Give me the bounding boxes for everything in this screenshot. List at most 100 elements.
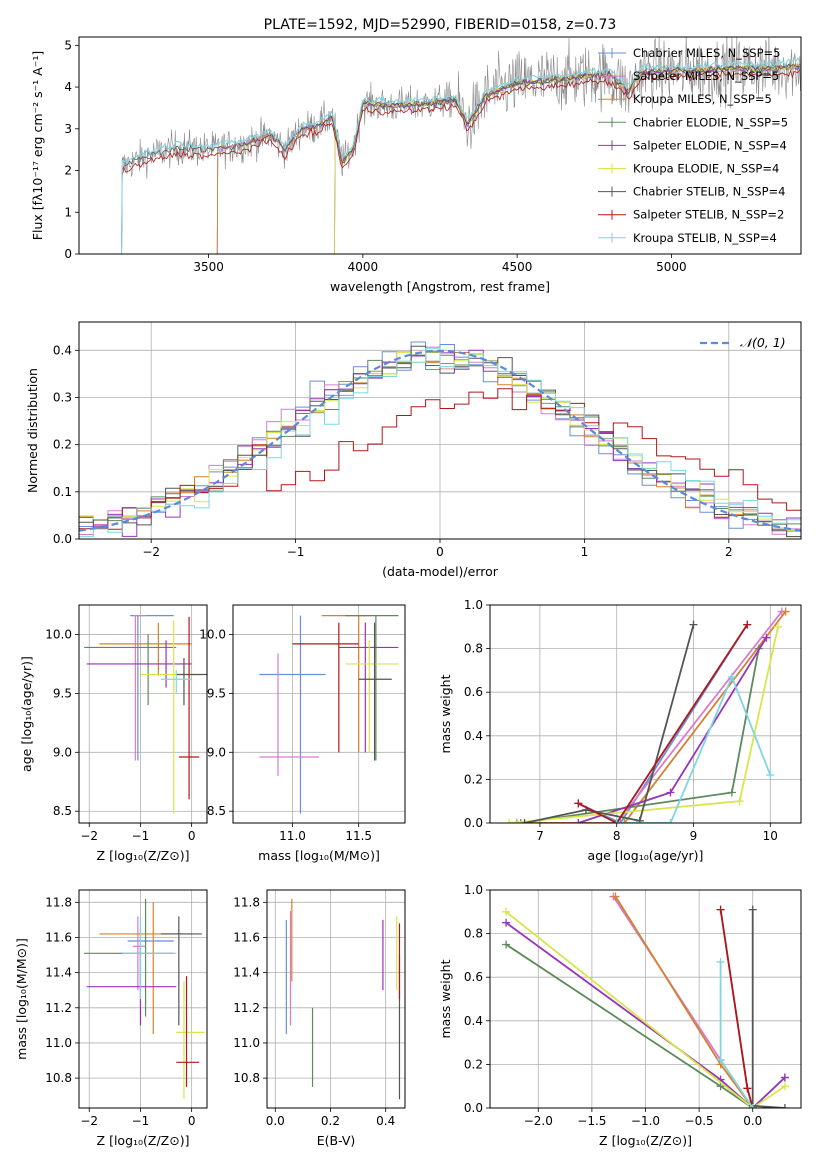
legend-label: Kroupa MILES, N_SSP=5 <box>633 92 772 106</box>
plot-frame <box>78 604 208 824</box>
histogram-step-9 <box>79 347 801 538</box>
y-tick-label: 0.4 <box>53 343 72 357</box>
weight-series-7 <box>524 624 695 823</box>
x-tick-label: 4000 <box>348 260 379 274</box>
y-tick-label: 11.6 <box>45 930 72 944</box>
y-tick-label: 11.2 <box>45 1001 72 1015</box>
spectra-layer <box>79 37 801 254</box>
y-tick-label: 2 <box>64 164 72 178</box>
y-tick-label: 8.5 <box>207 804 226 818</box>
mass-vs-extinction-panel: 0.0 0.2 0.4 10.8 11.0 11.2 11.4 11.6 11.8 E(B-V) <box>233 889 406 1148</box>
weight-marker <box>716 1056 725 1065</box>
x-tick-label: 4500 <box>502 260 533 274</box>
weight-marker <box>727 672 736 681</box>
y-tick-label: 11.6 <box>233 930 260 944</box>
weight-marker <box>735 797 744 806</box>
y-tick-label: 0.8 <box>464 642 483 656</box>
y-tick-label: 0.6 <box>464 685 483 699</box>
y-tick-label: 0.2 <box>464 1057 483 1071</box>
weight-marker <box>743 1084 752 1093</box>
y-tick-label: 1 <box>64 205 72 219</box>
weight-series-7 <box>751 909 785 1108</box>
weight-series-5 <box>505 921 786 1108</box>
x-tick-label: 5000 <box>656 260 687 274</box>
y-tick-label: 0.1 <box>53 485 72 499</box>
weight-marker <box>773 622 782 631</box>
y-axis-label: mass weight <box>438 674 453 753</box>
legend-label: Chabrier MILES, N_SSP=5 <box>633 46 780 60</box>
weight-marker <box>502 918 511 927</box>
plot-frame <box>489 889 802 1109</box>
errorbar-layer <box>84 615 207 814</box>
model-spectrum-7 <box>79 63 800 254</box>
weight-marker <box>689 620 698 629</box>
x-tick-label: 11.0 <box>279 829 306 843</box>
legend-label: Salpeter MILES, N_SSP=5 <box>633 69 779 83</box>
x-tick-label: −1.5 <box>577 1114 606 1128</box>
weight-marker <box>611 892 620 901</box>
weight-marker <box>666 788 675 797</box>
y-tick-label: 10.8 <box>233 1071 260 1085</box>
plot-frame <box>489 604 802 824</box>
weight-series-6 <box>509 626 779 823</box>
x-axis-label: Z [log₁₀(Z/Z⊙)] <box>599 1133 692 1148</box>
y-tick-label: 3 <box>64 122 72 136</box>
y-tick-label: 11.0 <box>45 1036 72 1050</box>
x-tick-label: −2 <box>80 829 98 843</box>
x-tick-label: 7 <box>536 829 544 843</box>
y-tick-label: 10.0 <box>45 627 72 641</box>
weight-series-6 <box>505 911 786 1108</box>
legend-label: 𝒩(0, 1) <box>740 335 786 350</box>
x-axis-label: E(B-V) <box>317 1133 356 1148</box>
weight-marker <box>716 957 725 966</box>
age-vs-mass-panel: 11.0 11.5 8.5 9.0 9.5 10.0 mass [log₁₀(M/M⊙)] <box>199 604 406 863</box>
x-tick-label: 0 <box>436 545 444 559</box>
legend-label: Chabrier ELODIE, N_SSP=5 <box>633 115 788 129</box>
x-tick-label: −1 <box>287 545 305 559</box>
weight-marker <box>620 819 629 823</box>
legend-label: Salpeter STELIB, N_SSP=2 <box>633 208 784 222</box>
y-tick-label: 9.5 <box>53 686 72 700</box>
mass-weight-vs-age-panel: 7 8 9 10 0.0 0.2 0.4 0.6 0.8 1.0 age [log₁₀(age/yr… <box>438 598 802 863</box>
model-spectrum-8 <box>79 69 801 254</box>
y-tick-label: 1.0 <box>464 883 483 897</box>
histogram-layer <box>79 341 801 538</box>
legend-label: Kroupa ELODIE, N_SSP=4 <box>633 162 779 176</box>
x-tick-label: 0 <box>188 1114 196 1128</box>
y-axis-label: age [log₁₀(age/yr)] <box>19 656 34 772</box>
x-tick-label: 2 <box>725 545 733 559</box>
y-tick-label: 0 <box>64 247 72 261</box>
y-axis-label: Normed distribution <box>25 368 40 493</box>
x-tick-label: −1 <box>132 1114 150 1128</box>
weight-series-8 <box>719 909 754 1108</box>
y-tick-label: 0.8 <box>464 927 483 941</box>
series-layer <box>505 607 790 823</box>
x-tick-label: 3500 <box>193 260 224 274</box>
x-tick-label: 0.4 <box>376 1114 395 1128</box>
y-tick-label: 9.0 <box>53 745 72 759</box>
weight-marker <box>502 907 511 916</box>
x-tick-label: 8 <box>613 829 621 843</box>
x-tick-label: 1 <box>581 545 589 559</box>
weight-marker <box>780 1104 789 1108</box>
age-vs-metallicity-panel: −2 −1 0 8.5 9.0 9.5 10.0 Z [log₁₀(Z/Z⊙)] age [lo… <box>19 604 208 863</box>
y-tick-label: 9.5 <box>207 686 226 700</box>
weight-marker <box>781 607 790 616</box>
weight-marker <box>716 905 725 914</box>
x-tick-label: −1 <box>132 829 150 843</box>
y-tick-label: 10.0 <box>199 627 226 641</box>
model-spectrum-9 <box>79 56 801 254</box>
y-tick-label: 4 <box>64 80 72 94</box>
chart-title: PLATE=1592, MJD=52990, FIBERID=0158, z=0… <box>264 17 617 33</box>
x-axis-label: (data-model)/error <box>382 564 499 579</box>
x-tick-label: −0.5 <box>685 1114 714 1128</box>
y-tick-label: 11.8 <box>233 895 260 909</box>
weight-marker <box>766 771 775 780</box>
y-tick-label: 11.4 <box>45 966 72 980</box>
y-tick-label: 1.0 <box>464 598 483 612</box>
y-tick-label: 0.0 <box>464 1101 483 1115</box>
errorbar-layer <box>259 615 399 814</box>
y-tick-label: 0.4 <box>464 1014 483 1028</box>
weight-series-3 <box>516 610 787 823</box>
